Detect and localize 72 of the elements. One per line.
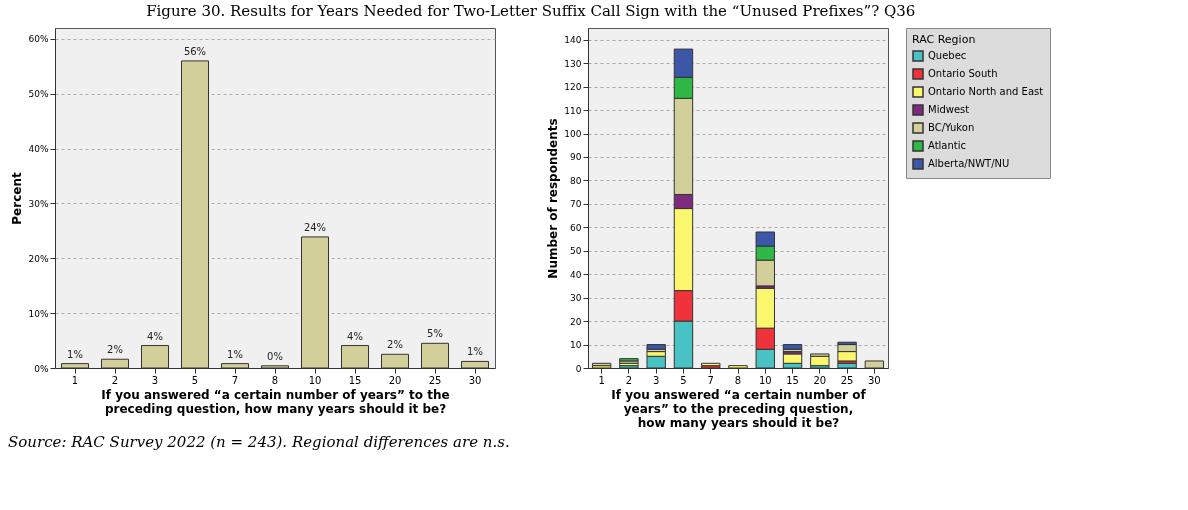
legend-title: RAC Region bbox=[912, 33, 976, 46]
x-axis-title: If you answered “a certain number of years” to the preceding question, how many years should it be? bbox=[611, 387, 867, 430]
x-tick-label: 15 bbox=[348, 374, 362, 386]
y-tick-label: 130 bbox=[564, 58, 582, 69]
x-tick-label: 3 bbox=[652, 374, 660, 386]
x-tick-label: 30 bbox=[868, 374, 881, 386]
x-tick-label: 1 bbox=[598, 374, 605, 386]
data-label: 0% bbox=[267, 350, 283, 362]
x-tick-label: 20 bbox=[388, 374, 402, 386]
y-tick-label: 50% bbox=[28, 89, 49, 100]
data-label: 4% bbox=[147, 330, 163, 342]
legend-label: Alberta/NWT/NU bbox=[928, 158, 1010, 169]
data-label: 2% bbox=[107, 344, 123, 356]
y-tick-label: 0 bbox=[575, 363, 582, 374]
y-tick-label: 70 bbox=[570, 199, 582, 210]
x-tick-label: 8 bbox=[271, 374, 279, 386]
y-axis-title: Percent bbox=[10, 172, 25, 225]
x-tick-label: 20 bbox=[813, 374, 827, 386]
x-tick-label: 7 bbox=[707, 374, 714, 386]
data-label: 2% bbox=[387, 339, 403, 351]
x-tick-label: 5 bbox=[191, 374, 199, 386]
legend-label: Ontario North and East bbox=[928, 86, 1044, 97]
x-tick-label: 2 bbox=[625, 374, 633, 386]
y-tick-label: 110 bbox=[564, 105, 582, 116]
data-label: 1% bbox=[67, 348, 83, 360]
bar bbox=[810, 355, 830, 367]
y-tick-label: 20 bbox=[570, 316, 582, 327]
legend-label: Atlantic bbox=[928, 140, 967, 151]
legend-label: Ontario South bbox=[928, 68, 998, 79]
source-note: Source: RAC Survey 2022 (n = 243). Regional differences are n.s. bbox=[8, 433, 511, 451]
y-tick-label: 0% bbox=[34, 363, 49, 374]
x-tick-label: 7 bbox=[231, 374, 239, 386]
legend-label: BC/Yukon bbox=[928, 122, 975, 133]
data-label: 56% bbox=[183, 45, 207, 57]
data-label: 1% bbox=[227, 348, 243, 360]
data-label: 4% bbox=[347, 330, 363, 342]
y-tick-label: 50 bbox=[570, 246, 582, 257]
x-tick-label: 25 bbox=[840, 374, 854, 386]
y-tick-label: 10 bbox=[570, 340, 582, 351]
y-tick-label: 60 bbox=[570, 222, 582, 233]
x-tick-label: 10 bbox=[758, 374, 772, 386]
x-tick-label: 15 bbox=[786, 374, 799, 386]
y-tick-label: 90 bbox=[570, 152, 582, 163]
x-tick-label: 30 bbox=[468, 374, 482, 386]
text: Figure 30. Results for Years Needed for Two-Letter Suffix Call Sign with the “Unused Prefixes”? Q36 bbox=[146, 2, 916, 20]
x-tick-label: 25 bbox=[428, 374, 442, 386]
legend-label: Quebec bbox=[928, 50, 967, 61]
data-label: 24% bbox=[303, 221, 327, 233]
legend-label: Midwest bbox=[928, 104, 970, 115]
y-tick-label: 40 bbox=[570, 269, 582, 280]
x-tick-label: 10 bbox=[308, 374, 322, 386]
y-tick-label: 40% bbox=[28, 144, 49, 155]
data-label: 1% bbox=[467, 346, 483, 358]
y-tick-label: 60% bbox=[28, 34, 49, 45]
x-axis-title: If you answered “a certain number of years” to the preceding question, how many years should it be? bbox=[101, 387, 450, 416]
x-tick-label: 5 bbox=[680, 374, 687, 386]
y-tick-label: 80 bbox=[570, 175, 582, 186]
y-tick-label: 30% bbox=[28, 198, 49, 209]
bar bbox=[646, 344, 666, 350]
data-label: 5% bbox=[427, 328, 443, 340]
x-tick-label: 1 bbox=[71, 374, 79, 386]
x-tick-label: 2 bbox=[111, 374, 119, 386]
y-tick-label: 100 bbox=[564, 129, 582, 140]
y-tick-label: 120 bbox=[564, 82, 582, 93]
y-tick-label: 20% bbox=[28, 253, 49, 264]
bar bbox=[782, 344, 803, 350]
y-tick-label: 10% bbox=[28, 308, 49, 319]
x-tick-label: 3 bbox=[151, 374, 159, 386]
y-tick-label: 30 bbox=[570, 293, 582, 304]
y-tick-label: 140 bbox=[564, 35, 582, 46]
x-tick-label: 8 bbox=[734, 374, 742, 386]
y-axis-title: Number of respondents bbox=[546, 118, 561, 279]
